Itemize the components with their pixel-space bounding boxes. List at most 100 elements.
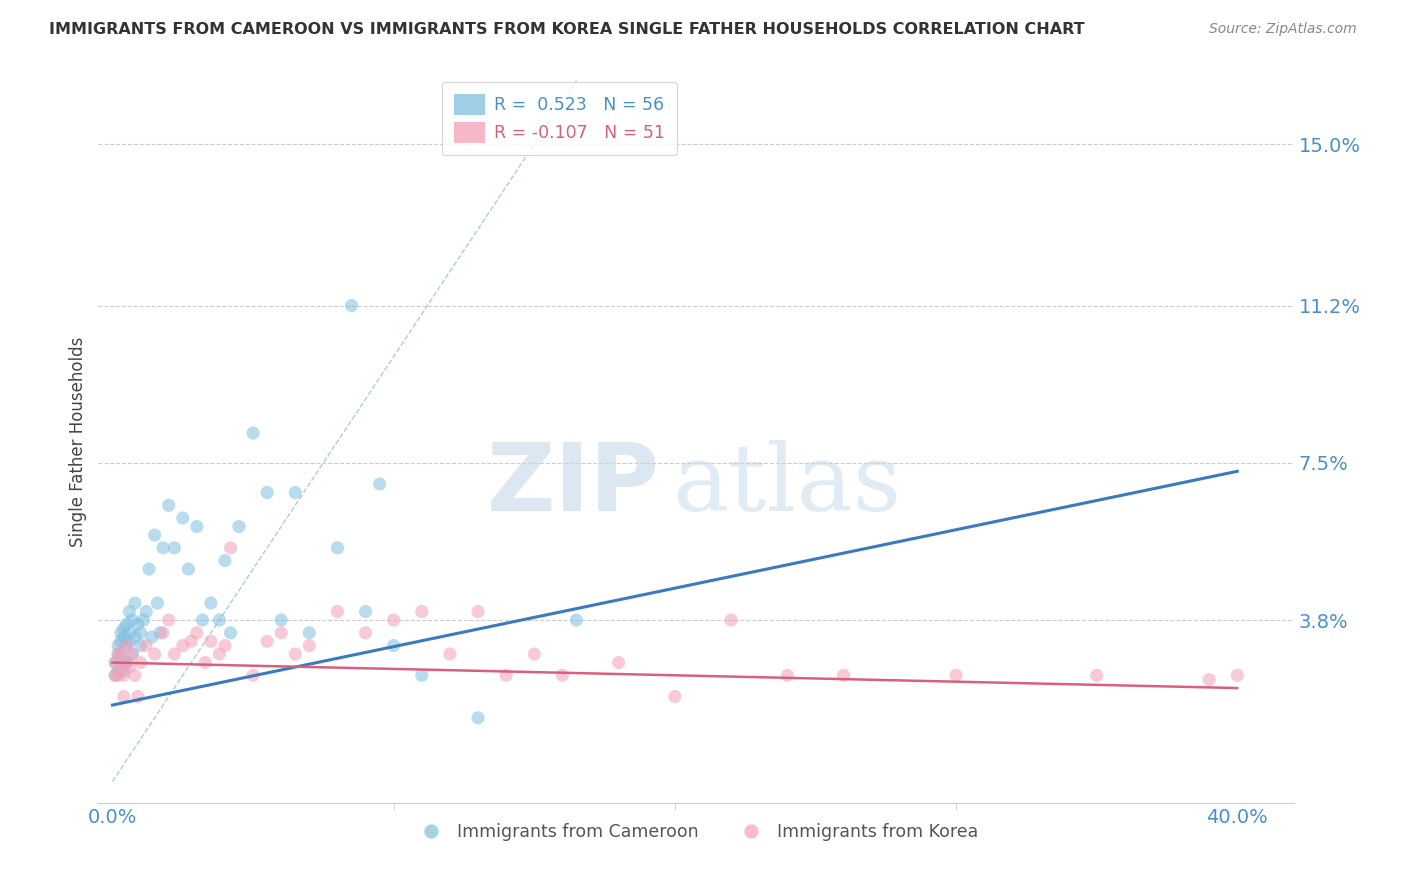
Text: IMMIGRANTS FROM CAMEROON VS IMMIGRANTS FROM KOREA SINGLE FATHER HOUSEHOLDS CORRE: IMMIGRANTS FROM CAMEROON VS IMMIGRANTS F… <box>49 22 1085 37</box>
Point <box>110 647 132 661</box>
Point <box>382 613 405 627</box>
Point <box>157 613 180 627</box>
Point <box>115 639 138 653</box>
Point <box>467 711 489 725</box>
Point <box>219 541 242 555</box>
Point <box>107 664 129 678</box>
Point <box>107 647 129 661</box>
Point <box>112 622 135 636</box>
Point <box>326 605 349 619</box>
Point <box>110 651 132 665</box>
Point <box>152 541 174 555</box>
Legend: Immigrants from Cameroon, Immigrants from Korea: Immigrants from Cameroon, Immigrants fro… <box>406 816 986 848</box>
Point <box>368 477 391 491</box>
Point <box>124 630 146 644</box>
Point <box>270 613 292 627</box>
Point <box>200 596 222 610</box>
Point <box>104 656 127 670</box>
Point <box>129 639 152 653</box>
Point <box>340 299 363 313</box>
Point <box>208 647 231 661</box>
Point <box>194 656 217 670</box>
Point <box>149 625 172 640</box>
Point <box>110 634 132 648</box>
Point <box>138 562 160 576</box>
Point <box>107 639 129 653</box>
Point <box>945 668 967 682</box>
Point <box>1198 673 1220 687</box>
Point <box>411 668 433 682</box>
Point <box>411 605 433 619</box>
Point <box>118 634 141 648</box>
Point <box>132 613 155 627</box>
Point <box>135 605 157 619</box>
Point <box>298 625 321 640</box>
Point <box>551 668 574 682</box>
Text: Source: ZipAtlas.com: Source: ZipAtlas.com <box>1209 22 1357 37</box>
Point <box>135 639 157 653</box>
Point <box>115 617 138 632</box>
Point <box>129 625 152 640</box>
Point <box>172 511 194 525</box>
Point <box>118 625 141 640</box>
Point <box>439 647 461 661</box>
Point <box>326 541 349 555</box>
Point <box>115 656 138 670</box>
Point <box>228 519 250 533</box>
Point <box>776 668 799 682</box>
Point <box>115 656 138 670</box>
Point <box>163 647 186 661</box>
Point <box>121 647 143 661</box>
Point <box>214 639 236 653</box>
Point <box>118 660 141 674</box>
Point <box>107 668 129 682</box>
Point <box>720 613 742 627</box>
Point <box>219 625 242 640</box>
Point <box>832 668 855 682</box>
Text: atlas: atlas <box>672 440 901 530</box>
Point <box>495 668 517 682</box>
Point <box>242 425 264 440</box>
Point <box>1226 668 1249 682</box>
Point <box>112 664 135 678</box>
Point <box>121 647 143 661</box>
Point <box>354 605 377 619</box>
Point <box>112 630 135 644</box>
Point <box>607 656 630 670</box>
Point <box>664 690 686 704</box>
Point <box>143 528 166 542</box>
Point <box>127 617 149 632</box>
Point <box>177 562 200 576</box>
Point <box>146 596 169 610</box>
Text: ZIP: ZIP <box>488 439 661 531</box>
Point <box>270 625 292 640</box>
Point <box>124 596 146 610</box>
Point <box>104 668 127 682</box>
Point <box>256 634 278 648</box>
Point <box>284 485 307 500</box>
Point <box>104 656 127 670</box>
Point <box>467 605 489 619</box>
Point <box>1085 668 1108 682</box>
Point <box>115 639 138 653</box>
Point <box>121 613 143 627</box>
Point <box>186 519 208 533</box>
Point <box>118 605 141 619</box>
Point <box>180 634 202 648</box>
Point <box>191 613 214 627</box>
Point <box>127 690 149 704</box>
Point <box>107 647 129 661</box>
Point <box>112 668 135 682</box>
Point <box>565 613 588 627</box>
Point <box>124 668 146 682</box>
Y-axis label: Single Father Households: Single Father Households <box>69 336 87 547</box>
Point <box>523 647 546 661</box>
Point <box>256 485 278 500</box>
Point <box>214 553 236 567</box>
Point <box>298 639 321 653</box>
Point <box>110 625 132 640</box>
Point <box>186 625 208 640</box>
Point <box>110 660 132 674</box>
Point <box>129 656 152 670</box>
Point <box>208 613 231 627</box>
